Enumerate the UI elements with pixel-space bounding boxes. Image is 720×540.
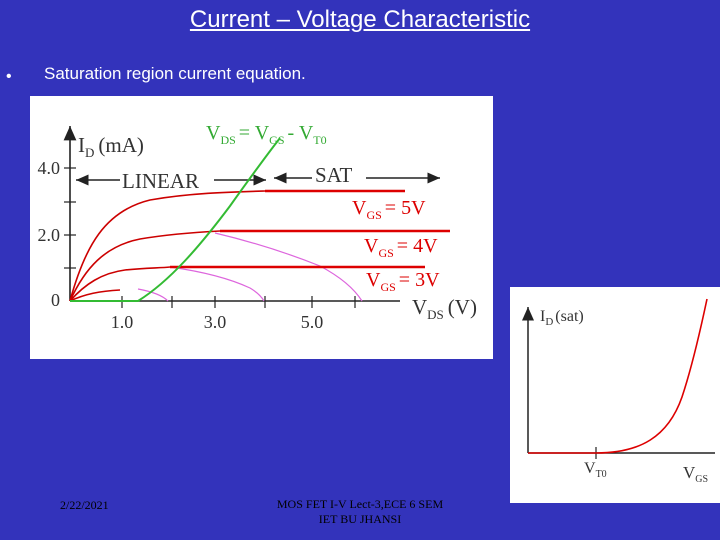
x-tick-label-1: 1.0 xyxy=(111,312,134,332)
y-tick-label-2: 2.0 xyxy=(38,225,61,245)
iv-curve-vgs-5v xyxy=(69,190,266,302)
x-tick-label-5: 5.0 xyxy=(301,312,324,332)
id-sat-figure: ID (sat) VT0 VGS xyxy=(510,287,720,503)
id-sat-svg: ID (sat) VT0 VGS xyxy=(522,298,715,485)
region-linear-label: LINEAR xyxy=(122,169,199,193)
extension-curve-5v xyxy=(214,232,363,302)
iv-curve-vgs-4v xyxy=(69,230,221,302)
y-axis-label: ID (mA) xyxy=(78,133,144,160)
iv-characteristic-svg: 4.0 2.0 0 1.0 3.0 5.0 ID (mA) VDS (V) VDS =… xyxy=(38,122,477,332)
curve-label-vgs-3v: VGS = 3V xyxy=(366,269,440,294)
slide-title: Current – Voltage Characteristic xyxy=(189,6,531,33)
footer-course-line1: MOS FET I-V Lect-3,ECE 6 SEM xyxy=(276,497,444,511)
bullet-text: Saturation region current equation. xyxy=(44,64,306,83)
x-tick-label-3: 3.0 xyxy=(204,312,227,332)
footer-course-info: MOS FET I-V Lect-3,ECE 6 SEM IET BU JHAN… xyxy=(240,497,480,527)
iv-characteristic-figure: 4.0 2.0 0 1.0 3.0 5.0 ID (mA) VDS (V) VDS =… xyxy=(30,96,493,359)
id-sat-vt-label: VT0 xyxy=(584,460,607,480)
boundary-label: VDS = VGS - VT0 xyxy=(206,122,327,147)
footer-date: 2/22/2021 xyxy=(60,498,109,512)
id-sat-vgs-label: VGS xyxy=(683,463,708,485)
curve-label-vgs-5v: VGS = 5V xyxy=(352,197,426,222)
extension-curve-3v xyxy=(137,288,169,302)
extension-curve-4v xyxy=(169,266,265,302)
curve-label-vgs-4v: VGS = 4V xyxy=(364,235,438,260)
iv-curve-vgs-3v xyxy=(69,266,171,302)
y-tick-label-4: 4.0 xyxy=(38,158,61,178)
y-tick-label-0: 0 xyxy=(51,290,60,310)
region-sat-label: SAT xyxy=(315,163,353,187)
bullet-symbol: • xyxy=(6,68,12,85)
boundary-curve xyxy=(70,137,281,302)
iv-curve-vgs-2v xyxy=(69,289,121,302)
id-sat-y-label: ID (sat) xyxy=(540,308,584,328)
footer-course-line2: IET BU JHANSI xyxy=(318,512,402,526)
id-sat-curve xyxy=(528,298,708,454)
x-axis-label: VDS (V) xyxy=(412,295,477,322)
